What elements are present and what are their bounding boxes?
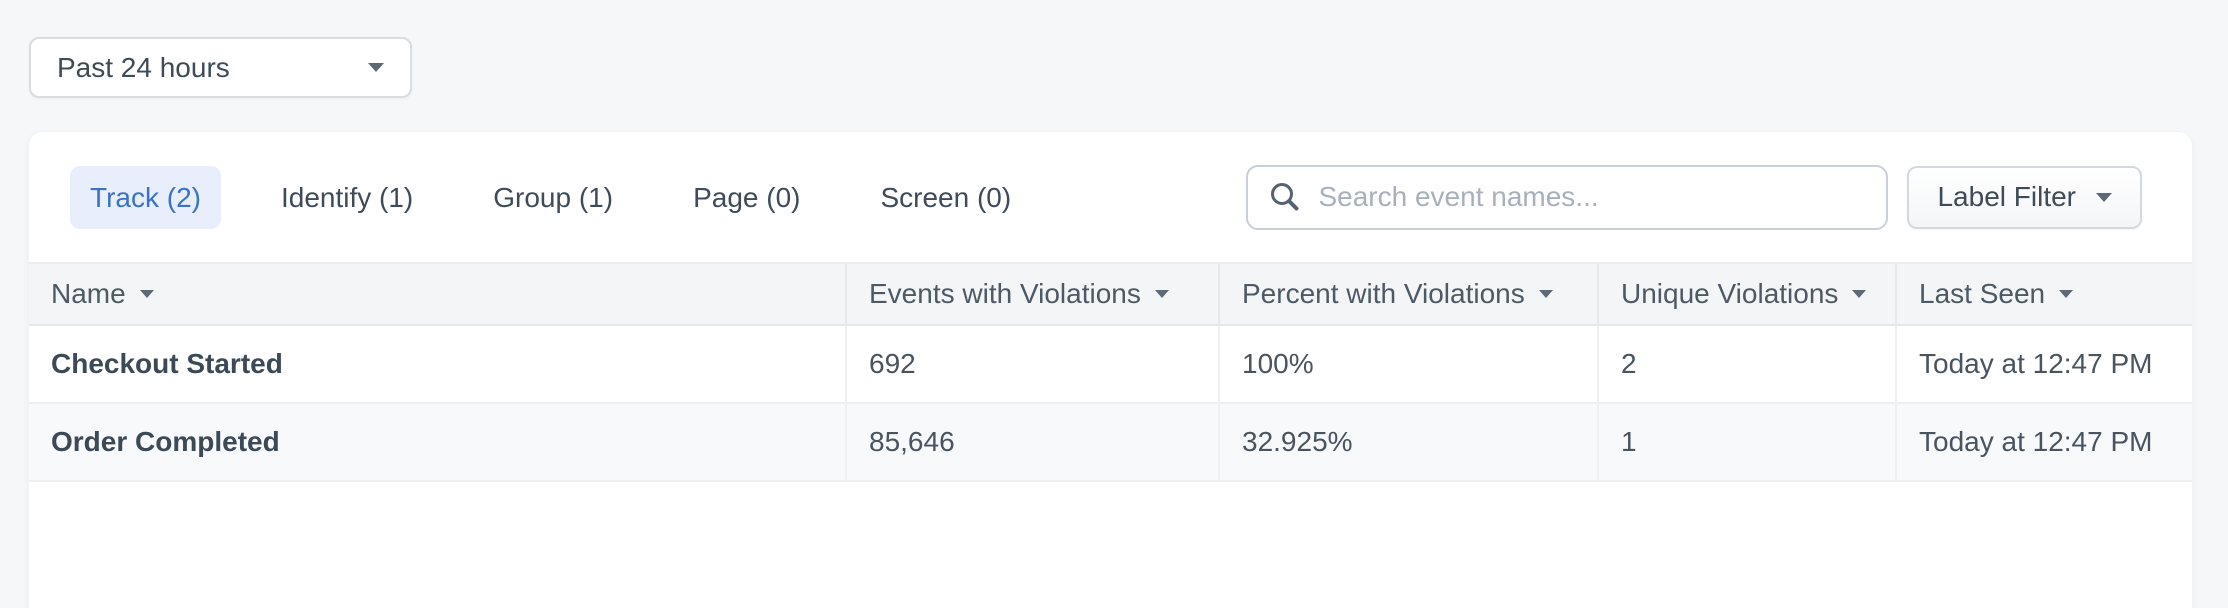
- search-box[interactable]: [1246, 164, 1889, 230]
- time-range-dropdown[interactable]: Past 24 hours: [29, 37, 412, 98]
- percent-with-violations-cell: 100%: [1218, 326, 1597, 402]
- search-icon: [1271, 183, 1299, 211]
- tab-identify[interactable]: Identify (1): [280, 181, 414, 213]
- label-filter-button[interactable]: Label Filter: [1907, 165, 2142, 229]
- table-row[interactable]: Order Completed 85,646 32.925% 1 Today a…: [29, 404, 2192, 482]
- tab-group[interactable]: Group (1): [493, 181, 614, 213]
- violations-table: Name Events with Violations Percent with…: [29, 262, 2192, 482]
- column-header-last-seen[interactable]: Last Seen: [1895, 264, 2192, 324]
- last-seen-cell: Today at 12:47 PM: [1895, 326, 2192, 402]
- search-input[interactable]: [1318, 181, 1867, 213]
- tab-screen[interactable]: Screen (0): [880, 181, 1012, 213]
- column-header-label: Name: [51, 278, 126, 309]
- sort-caret-icon: [1154, 290, 1169, 298]
- sort-caret-icon: [1538, 290, 1553, 298]
- sort-caret-icon: [2059, 290, 2074, 298]
- column-header-events-with-violations[interactable]: Events with Violations: [845, 264, 1218, 324]
- tab-page[interactable]: Page (0): [693, 181, 801, 213]
- table-header-row: Name Events with Violations Percent with…: [29, 262, 2192, 326]
- event-name-cell: Checkout Started: [51, 348, 283, 379]
- last-seen-cell: Today at 12:47 PM: [1895, 404, 2192, 480]
- column-header-label: Events with Violations: [869, 278, 1141, 309]
- events-with-violations-cell: 692: [845, 326, 1218, 402]
- unique-violations-cell: 1: [1597, 404, 1895, 480]
- column-header-percent-with-violations[interactable]: Percent with Violations: [1218, 264, 1597, 324]
- column-header-label: Percent with Violations: [1242, 278, 1525, 309]
- event-type-tabs: Track (2) Identify (1) Group (1) Page (0…: [70, 165, 1031, 229]
- toolbar: Track (2) Identify (1) Group (1) Page (0…: [29, 132, 2192, 262]
- label-filter-label: Label Filter: [1937, 181, 2076, 212]
- sort-caret-icon: [1852, 290, 1867, 298]
- column-header-name[interactable]: Name: [29, 264, 845, 324]
- column-header-unique-violations[interactable]: Unique Violations: [1597, 264, 1895, 324]
- column-header-label: Last Seen: [1919, 278, 2046, 309]
- tab-track[interactable]: Track (2): [70, 165, 221, 229]
- column-header-label: Unique Violations: [1621, 278, 1839, 309]
- violations-card: Track (2) Identify (1) Group (1) Page (0…: [29, 132, 2192, 608]
- unique-violations-cell: 2: [1597, 326, 1895, 402]
- table-row[interactable]: Checkout Started 692 100% 2 Today at 12:…: [29, 326, 2192, 404]
- chevron-down-icon: [2096, 192, 2112, 202]
- percent-with-violations-cell: 32.925%: [1218, 404, 1597, 480]
- events-with-violations-cell: 85,646: [845, 404, 1218, 480]
- chevron-down-icon: [368, 63, 384, 72]
- event-name-cell: Order Completed: [51, 426, 280, 457]
- time-range-value: Past 24 hours: [57, 51, 230, 83]
- sort-caret-icon: [139, 290, 154, 298]
